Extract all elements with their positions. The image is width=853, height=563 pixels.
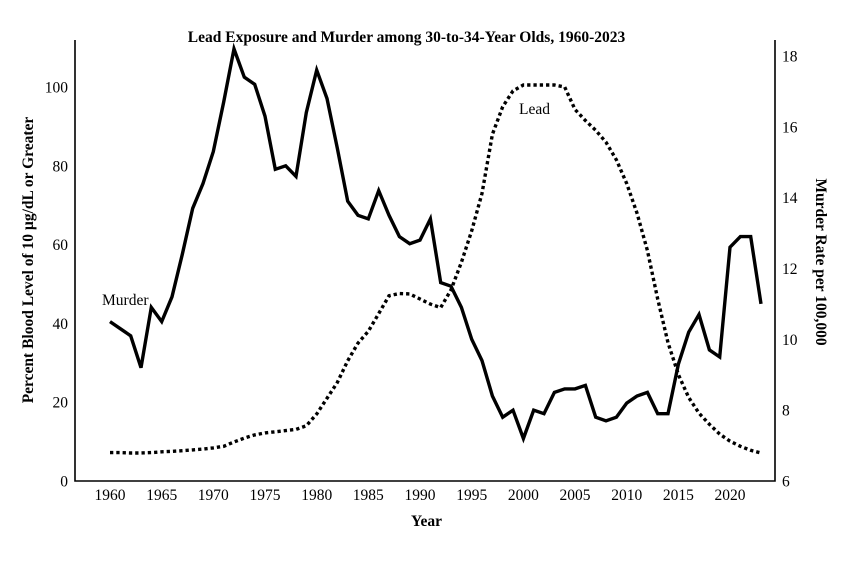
right-axis-tick-label: 12 — [782, 261, 798, 278]
murder-series-label: Murder — [102, 292, 149, 309]
x-axis-tick-label: 1965 — [146, 487, 177, 504]
left-axis-tick-label: 100 — [45, 80, 69, 97]
x-axis-tick-label: 1990 — [405, 487, 436, 504]
x-axis-tick-label: 1975 — [250, 487, 281, 504]
x-axis-tick-label: 1985 — [353, 487, 384, 504]
left-axis-tick-label: 0 — [60, 474, 68, 491]
left-axis-tick-label: 40 — [53, 316, 69, 333]
right-axis-tick-label: 14 — [782, 190, 798, 207]
axis-frame — [74, 40, 776, 482]
right-axis-tick-label: 10 — [782, 332, 798, 349]
right-axis-tick-label: 8 — [782, 403, 790, 420]
chart-title: Lead Exposure and Murder among 30-to-34-… — [187, 29, 626, 46]
right-axis-tick-label: 18 — [782, 48, 798, 65]
lead-series-label: Lead — [519, 101, 550, 118]
x-axis-tick-label: 2010 — [611, 487, 642, 504]
x-axis-tick-label: 1980 — [301, 487, 332, 504]
left-axis-tick-label: 20 — [53, 395, 69, 412]
lead-line — [110, 83, 762, 455]
x-axis-tick-label: 2005 — [560, 487, 591, 504]
x-axis-tick-label: 2015 — [663, 487, 694, 504]
murder-line — [109, 42, 763, 444]
right-axis-tick-label: 6 — [782, 474, 790, 491]
x-axis-tick-label: 1960 — [95, 487, 126, 504]
x-axis-tick-label: 2000 — [508, 487, 539, 504]
x-axis-title: Year — [411, 513, 442, 530]
x-axis-tick-label: 1995 — [456, 487, 487, 504]
left-axis-tick-label: 80 — [53, 158, 69, 175]
x-axis-tick-label: 2020 — [715, 487, 746, 504]
x-axis-tick-label: 1970 — [198, 487, 229, 504]
left-axis-tick-label: 60 — [53, 237, 69, 254]
right-axis-tick-label: 16 — [782, 119, 798, 136]
